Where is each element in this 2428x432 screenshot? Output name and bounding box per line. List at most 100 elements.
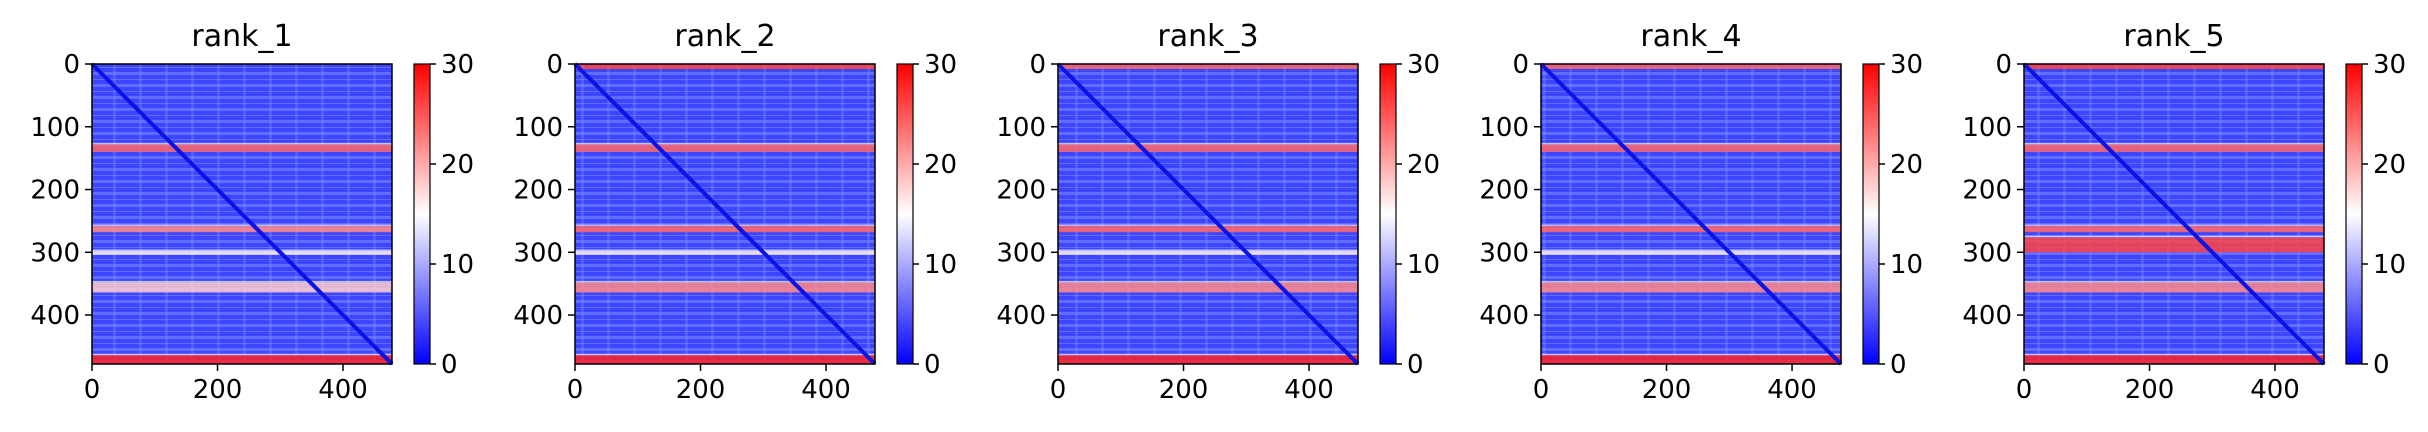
colorbar-tick-label: 20: [1890, 150, 1923, 180]
y-tick-label: 200: [30, 176, 80, 206]
x-tick-label: 200: [193, 375, 243, 405]
colorbar-tick-label: 10: [1407, 250, 1440, 280]
y-tick-label: 200: [1962, 176, 2012, 206]
high-error-band: [1058, 251, 1358, 255]
heatmap-panel-2: rank_2 0 200 400 0 100 200 300 400 0 10 20 30: [513, 19, 957, 405]
band-edge: [92, 142, 392, 145]
band-edge: [575, 142, 875, 145]
panel-title: rank_4: [1640, 19, 1741, 54]
y-tick-label: 0: [546, 50, 563, 80]
band-edge: [2024, 224, 2324, 226]
high-error-band: [575, 144, 875, 152]
axes-frame: [1540, 63, 1842, 365]
colorbar-tick-label: 0: [924, 350, 941, 380]
band-edge: [1541, 353, 1841, 356]
y-tick-label: 200: [996, 176, 1046, 206]
colorbar-tick-label: 10: [441, 250, 474, 280]
colorbar-tick-label: 10: [924, 250, 957, 280]
diagonal: [1056, 62, 1360, 366]
colorbar-tick-label: 30: [1890, 50, 1923, 80]
y-tick-label: 0: [1029, 50, 1046, 80]
y-tick-label: 100: [1479, 113, 1529, 143]
x-tick-label: 0: [84, 375, 101, 405]
high-error-band: [1058, 355, 1358, 364]
y-tick-label: 300: [1479, 238, 1529, 268]
high-error-band: [1058, 282, 1358, 293]
x-tick-label: 0: [2016, 375, 2033, 405]
heatmap-panel-4: rank_4 0 200 400 0 100 200 300 400 0 10 20 30: [1479, 19, 1923, 405]
band-edge: [2024, 235, 2324, 238]
band-edge: [92, 224, 392, 226]
high-error-band: [92, 225, 392, 233]
high-error-band: [92, 282, 392, 293]
band-edge: [575, 280, 875, 283]
x-tick-label: 200: [2125, 375, 2175, 405]
band-edge: [1058, 353, 1358, 356]
y-tick-label: 100: [1962, 113, 2012, 143]
band-edge: [1541, 142, 1841, 145]
colorbar-tick-label: 0: [441, 350, 458, 380]
x-tick-label: 400: [2250, 375, 2300, 405]
colorbar-tick-label: 30: [924, 50, 957, 80]
colorbar: [896, 63, 914, 365]
high-error-band: [575, 225, 875, 233]
colorbar: [2345, 63, 2363, 365]
colorbar-tick-label: 20: [1407, 150, 1440, 180]
colorbar-tick-label: 30: [2373, 50, 2406, 80]
diagonal: [2022, 62, 2326, 366]
axes-frame: [91, 63, 393, 365]
high-error-band: [575, 282, 875, 293]
y-tick-label: 200: [513, 176, 563, 206]
panel-title: rank_3: [1157, 19, 1258, 54]
band-edge: [575, 224, 875, 226]
y-tick-label: 400: [30, 301, 80, 331]
axes-frame: [1057, 63, 1359, 365]
colorbar-tick-label: 0: [1407, 350, 1424, 380]
panel-title: rank_5: [2123, 19, 2224, 54]
colorbar-tick-label: 30: [1407, 50, 1440, 80]
y-tick-label: 300: [513, 238, 563, 268]
band-edge: [2024, 280, 2324, 283]
y-tick-label: 300: [30, 238, 80, 268]
diagonal: [573, 62, 877, 366]
y-tick-label: 0: [1512, 50, 1529, 80]
high-error-band: [92, 355, 392, 364]
colorbar-tick-label: 20: [924, 150, 957, 180]
x-tick-label: 200: [1642, 375, 1692, 405]
high-error-band: [1058, 144, 1358, 152]
colorbar-tick-label: 10: [1890, 250, 1923, 280]
colorbar: [1862, 63, 1880, 365]
high-error-band: [575, 355, 875, 364]
y-tick-label: 100: [996, 113, 1046, 143]
high-error-band: [2024, 225, 2324, 233]
x-tick-label: 400: [1767, 375, 1817, 405]
heatmap-panel-3: rank_3 0 200 400 0 100 200 300 400 0 10 20 30: [996, 19, 1440, 405]
colorbar-tick-label: 20: [2373, 150, 2406, 180]
colorbar-tick-label: 30: [441, 50, 474, 80]
band-edge: [1058, 280, 1358, 283]
panel-title: rank_2: [674, 19, 775, 54]
band-edge: [2024, 142, 2324, 145]
high-error-band: [1541, 144, 1841, 152]
high-error-band: [2024, 144, 2324, 152]
y-tick-label: 300: [996, 238, 1046, 268]
y-tick-label: 0: [63, 50, 80, 80]
y-tick-label: 100: [30, 113, 80, 143]
high-error-band: [1058, 64, 1358, 70]
high-error-band: [2024, 237, 2324, 253]
y-tick-label: 300: [1962, 238, 2012, 268]
x-tick-label: 0: [567, 375, 584, 405]
diagonal: [1539, 62, 1843, 366]
band-edge: [1541, 224, 1841, 226]
x-tick-label: 200: [1159, 375, 1209, 405]
colorbar: [1379, 63, 1397, 365]
band-edge: [92, 249, 392, 252]
colorbar-tick-label: 20: [441, 150, 474, 180]
colorbar: [413, 63, 431, 365]
x-tick-label: 400: [1284, 375, 1334, 405]
colorbar-tick-label: 0: [2373, 350, 2390, 380]
high-error-band: [1541, 355, 1841, 364]
band-edge: [92, 280, 392, 283]
colorbar-tick-label: 10: [2373, 250, 2406, 280]
high-error-band: [575, 64, 875, 70]
